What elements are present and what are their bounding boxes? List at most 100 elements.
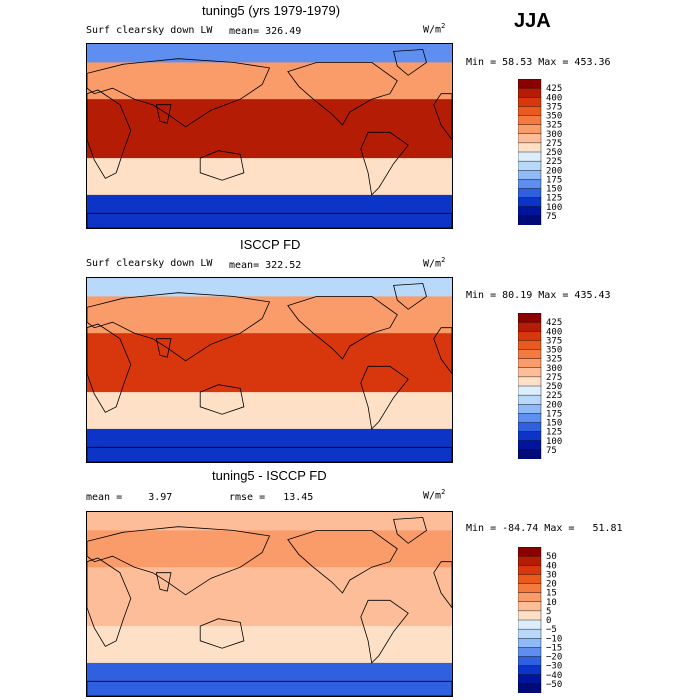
colorbar-swatch-10 [518,404,542,414]
colorbar-swatch-2 [518,565,542,575]
colorbar-swatch-7 [518,610,542,621]
colorbar-swatch-5 [518,124,542,135]
panel1-min-value: 58.53 [502,57,533,68]
colorbar-swatch-8 [518,151,542,162]
panel2-mean: mean= 322.52 [229,260,301,271]
colorbar-swatch-9 [518,628,542,639]
coastline-1 [433,561,452,609]
colorbar-label-10: −15 [546,643,562,653]
colorbar-swatch-1 [518,321,542,332]
panel2-minmax: Min = 80.19 Max = 435.43 [466,290,611,301]
colorbar-swatch-10 [518,170,542,180]
coastline-6 [360,131,409,196]
panel1-colorbar: 425 400 375 350 325 300 275 250 225 200 175 150 125 1… [518,79,583,225]
colorbar-label-9: 200 [546,166,562,176]
colorbar-swatch-5 [518,358,542,369]
colorbar-swatch-12 [518,422,542,433]
colorbar-label-1: 400 [546,327,562,337]
panel2-mean-value: 322.52 [265,260,302,271]
band-south-mid [87,626,452,664]
coastline-7 [393,49,427,76]
colorbar-label-0: 425 [546,318,562,328]
band-antarctic [87,194,452,228]
panel3-rmse-value: 13.45 [283,492,314,503]
colorbar-label-6: 275 [546,139,562,149]
band-south-mid [87,158,452,196]
colorbar-swatch-9 [518,160,542,171]
colorbar-swatch-15 [518,683,542,693]
colorbar-swatch-12 [518,188,542,199]
colorbar-label-7: 0 [546,616,551,626]
panel3-minmax: Min = -84.74 Max = 51.81 [466,523,623,534]
panel1-units-sup: 2 [441,22,446,30]
colorbar-swatch-3 [518,340,542,351]
coastline-2 [87,58,271,128]
panel2-units-sup: 2 [441,256,446,264]
panel3-map-svg [87,512,452,696]
panel2-title: ISCCP FD [240,237,301,252]
band-tropics [87,567,452,627]
panel3-mean-label: mean = [86,492,123,503]
panel3-mean-value: 3.97 [148,492,173,503]
colorbar-label-4: 325 [546,355,562,365]
panel1-mean: mean= 326.49 [229,26,301,37]
coastline-3 [155,572,172,592]
panel2-min-value: 80.19 [502,290,533,301]
colorbar-label-13: −40 [546,671,562,681]
coastline-4 [199,618,245,649]
panel3-units: W/m2 [423,488,445,501]
colorbar-label-6: 275 [546,373,562,383]
colorbar-swatch-2 [518,97,542,107]
panel1-title: tuning5 (yrs 1979-1979) [202,3,341,18]
colorbar-label-12: −30 [546,662,562,672]
coastline-0 [87,557,132,647]
panel2-units: W/m2 [423,256,445,269]
colorbar-label-13: 100 [546,203,562,213]
colorbar-swatch-1 [518,87,542,98]
colorbar-label-1: 400 [546,93,562,103]
panel3-map [86,511,453,697]
panel1-units: W/m2 [423,22,445,35]
panel1-mean-label: mean= [229,26,260,37]
panel2-colorbar: 425 400 375 350 325 300 275 250 225 200 175 150 125 1… [518,313,583,459]
colorbar-label-11: 150 [546,185,562,195]
coastline-1 [433,327,452,375]
coastline-8 [87,446,452,462]
colorbar-swatch-14 [518,674,542,685]
panel3-min-value: -84.74 [502,523,539,534]
panel1-field-label: Surf clearsky down LW [86,25,213,36]
colorbar-label-5: 300 [546,130,562,140]
colorbar-swatch-4 [518,115,542,126]
colorbar-swatch-14 [518,206,542,217]
colorbar-label-4: 325 [546,121,562,131]
panel3-colorbar: 50 40 30 20 15 10 5 0 −5 −10 −15 −20 −30 −40 −50 [518,547,583,693]
coastline-5 [287,529,398,594]
coastline-6 [360,365,409,430]
colorbar-label-14: −50 [546,680,562,690]
colorbar-swatch-15 [518,449,542,459]
panel1-colorbar-svg: 4254003753503253002752502252001751501251… [518,79,562,225]
band-antarctic [87,662,452,696]
panel2-min-label: Min = [466,290,497,301]
colorbar-swatch-13 [518,431,542,442]
colorbar-label-9: 200 [546,400,562,410]
colorbar-label-7: 250 [546,148,562,158]
colorbar-swatch-6 [518,133,542,144]
colorbar-label-3: 350 [546,112,562,122]
colorbar-swatch-10 [518,638,542,648]
coastline-0 [87,89,132,179]
coastline-6 [360,599,409,664]
coastline-7 [393,283,427,310]
panel1-mean-value: 326.49 [265,26,302,37]
colorbar-label-14: 75 [546,446,557,456]
colorbar-swatch-8 [518,385,542,396]
band-antarctic [87,428,452,462]
colorbar-label-6: 5 [546,607,551,617]
coastline-7 [393,517,427,544]
colorbar-swatch-13 [518,665,542,676]
panel2-map [86,277,453,463]
colorbar-label-2: 375 [546,102,562,112]
colorbar-swatch-11 [518,179,542,190]
colorbar-swatch-3 [518,574,542,585]
colorbar-label-10: 175 [546,409,562,419]
